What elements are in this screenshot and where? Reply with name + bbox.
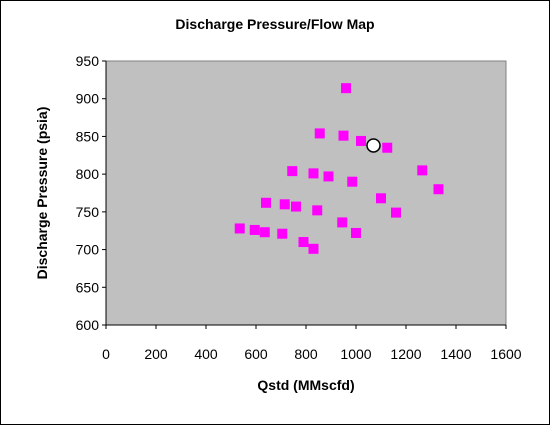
x-axis-label: Qstd (MMscfd): [257, 377, 355, 393]
data-point-square: [291, 201, 301, 212]
data-point-square: [347, 176, 358, 187]
data-point-square: [382, 142, 393, 153]
data-point-square: [376, 193, 386, 204]
data-point-square: [287, 166, 298, 177]
data-point-square: [433, 184, 444, 195]
data-point-square: [338, 130, 349, 141]
y-tick-label: 950: [76, 53, 100, 69]
data-point-square: [308, 168, 319, 179]
y-tick-label: 600: [76, 317, 100, 333]
x-tick-label: 200: [144, 346, 168, 362]
y-tick-label: 800: [76, 166, 100, 182]
y-tick-label: 750: [76, 204, 100, 220]
data-point-square: [259, 227, 270, 238]
y-tick-label: 900: [76, 91, 100, 107]
data-point-square: [279, 199, 290, 210]
x-tick-label: 1600: [490, 346, 521, 362]
data-point-circle: [366, 138, 381, 153]
x-tick-label: 1000: [340, 346, 371, 362]
data-point-square: [356, 135, 366, 146]
x-tick-label: 1400: [440, 346, 471, 362]
data-point-square: [234, 223, 245, 234]
data-point-square: [351, 227, 361, 238]
data-point-square: [261, 197, 271, 208]
plot-area: [105, 60, 507, 326]
data-point-square: [337, 217, 348, 228]
x-tick-label: 600: [244, 346, 268, 362]
data-point-square: [417, 165, 428, 176]
x-tick-label: 400: [194, 346, 218, 362]
chart-title: Discharge Pressure/Flow Map: [175, 16, 375, 32]
data-point-square: [391, 207, 401, 218]
data-point-square: [314, 128, 325, 139]
x-tick-label: 1200: [390, 346, 421, 362]
x-tick-label: 800: [294, 346, 318, 362]
data-point-square: [277, 228, 288, 239]
data-point-square: [341, 83, 351, 94]
data-point-square: [298, 237, 309, 248]
data-point-square: [323, 171, 334, 182]
data-point-square: [249, 224, 260, 235]
data-point-square: [308, 243, 319, 254]
y-tick-label: 700: [76, 242, 100, 258]
x-tick-label: 0: [102, 346, 110, 362]
data-point-square: [312, 205, 323, 216]
y-tick-label: 850: [76, 128, 100, 144]
y-tick-label: 650: [76, 279, 100, 295]
